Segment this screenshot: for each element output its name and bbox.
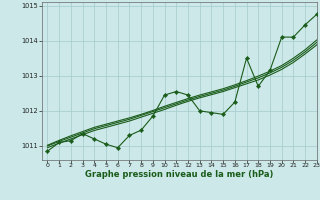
X-axis label: Graphe pression niveau de la mer (hPa): Graphe pression niveau de la mer (hPa) bbox=[85, 170, 273, 179]
